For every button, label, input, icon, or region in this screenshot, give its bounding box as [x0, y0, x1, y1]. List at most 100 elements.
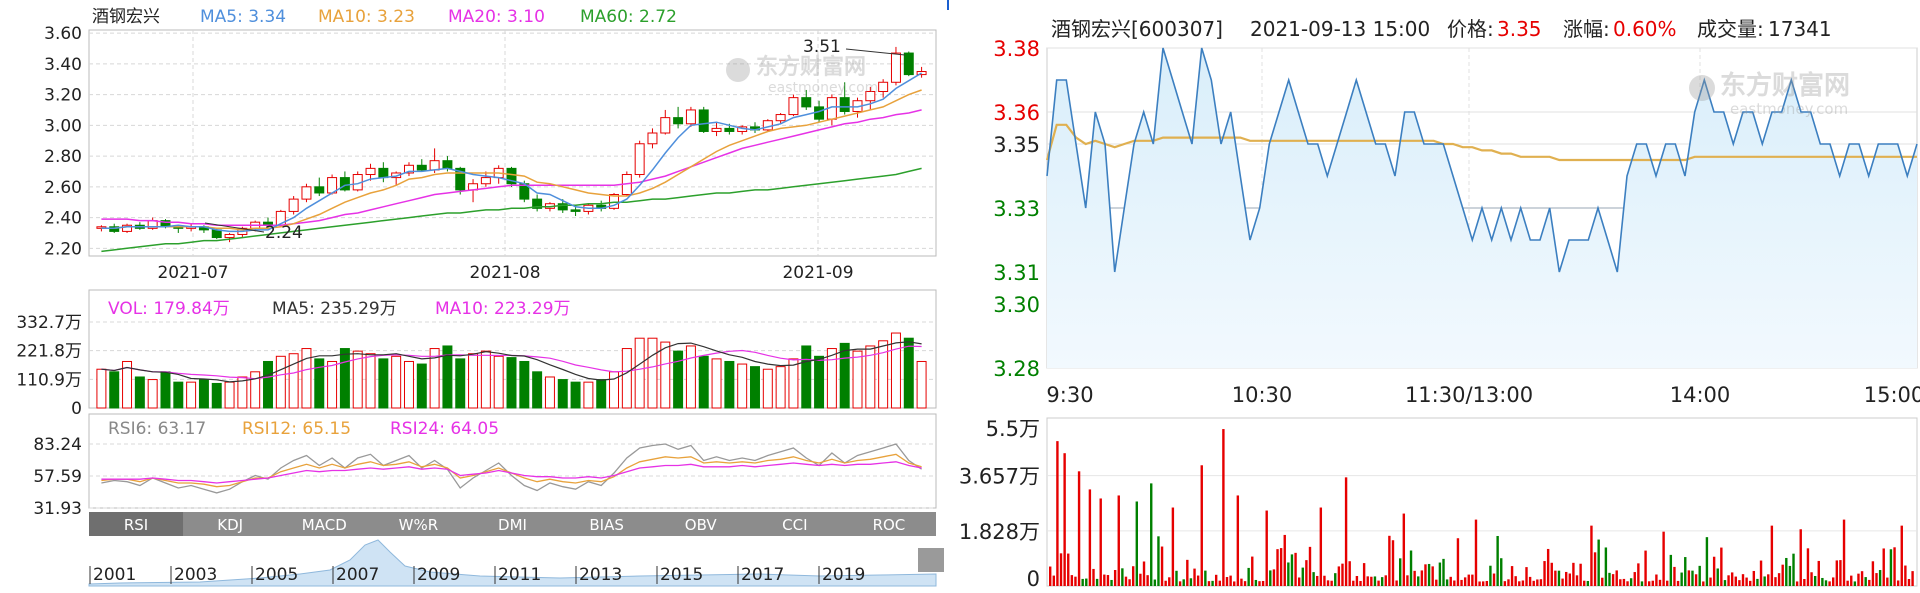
legend-ma5: MA5: 3.34	[200, 7, 286, 27]
candle[interactable]	[711, 122, 722, 137]
intraday-volume-bar	[1666, 580, 1669, 586]
volume-bar	[852, 350, 863, 409]
intraday-volume-bar	[1795, 581, 1799, 586]
intraday-volume-bar	[1723, 580, 1727, 586]
candle[interactable]	[673, 106, 684, 129]
candle[interactable]	[301, 183, 312, 203]
candle[interactable]	[314, 177, 325, 197]
intraday-volume-bar	[1507, 579, 1510, 586]
candle[interactable]	[865, 86, 876, 110]
intraday-volume-bar	[1896, 580, 1900, 586]
intraday-volume-bar	[1904, 565, 1907, 586]
rsi-panel	[88, 413, 937, 509]
tab-dmi[interactable]: DMI	[465, 512, 560, 536]
tab-cci[interactable]: CCI	[747, 512, 842, 536]
candle[interactable]	[224, 232, 235, 243]
intraday-volume-bar	[1868, 579, 1871, 586]
intraday-volume-bar	[1521, 580, 1525, 586]
intraday-volume-bar	[1763, 576, 1766, 586]
candle[interactable]	[122, 223, 133, 233]
candle[interactable]	[878, 79, 889, 98]
intraday-volume-bar	[1431, 566, 1434, 586]
tab-kdj[interactable]: KDJ	[183, 512, 278, 536]
candle[interactable]	[480, 171, 491, 187]
tab-wr[interactable]: W%R	[371, 512, 466, 536]
tab-obv[interactable]: OBV	[653, 512, 748, 536]
intraday-volume-bar	[1482, 581, 1485, 586]
intraday-volume-bar	[1380, 577, 1384, 586]
candle[interactable]	[403, 162, 414, 177]
intraday-price-line	[1046, 47, 1918, 273]
intraday-volume-bar	[1810, 572, 1813, 586]
candle[interactable]	[775, 113, 786, 124]
candle[interactable]	[903, 51, 914, 77]
volume-bar	[403, 360, 414, 409]
intraday-volume-bar	[1460, 579, 1463, 586]
volume-bar	[173, 381, 184, 409]
volume-tick: 221.8万	[16, 342, 82, 362]
candle[interactable]	[634, 140, 645, 178]
history-overview[interactable]: 2001 2003 2005 2007 2009 2011 2013 2015 2017 2019	[88, 538, 944, 587]
candle[interactable]	[339, 171, 350, 192]
volume-bar	[737, 363, 748, 409]
tab-roc[interactable]: ROC	[841, 512, 936, 536]
candle[interactable]	[685, 106, 696, 127]
candle[interactable]	[416, 159, 427, 172]
intraday-volume-bar	[1243, 581, 1247, 586]
candle[interactable]	[762, 119, 773, 132]
rsi24-line	[101, 461, 922, 484]
intraday-volume-bar	[1049, 566, 1052, 586]
ma5-line	[101, 72, 922, 233]
candle[interactable]	[890, 46, 901, 86]
volume-bar	[301, 348, 312, 409]
intraday-volume-bar	[1557, 570, 1561, 586]
candle[interactable]	[532, 194, 543, 212]
intraday-volume-bar	[1658, 579, 1662, 586]
intraday-volume-bar	[1738, 580, 1741, 586]
candle[interactable]	[839, 82, 850, 115]
tab-bias[interactable]: BIAS	[559, 512, 654, 536]
intraday-volume-bar	[1622, 578, 1626, 586]
intraday-volume-bar	[1272, 569, 1276, 586]
intraday-volume-bar	[1907, 578, 1911, 586]
candle-body	[109, 226, 120, 232]
intraday-header: 酒钢宏兴[600307] 2021-09-13 15:00 价格: 3.35 涨…	[1051, 17, 1832, 41]
intraday-volume-bar	[1276, 549, 1279, 586]
intraday-volume-bar	[1438, 562, 1442, 586]
intraday-change: 0.60%	[1613, 17, 1677, 41]
intraday-time-axis: 9:30 10:30 11:30/13:00 14:00 15:00	[1046, 383, 1920, 407]
candle[interactable]	[698, 106, 709, 134]
intraday-volume-bar	[1828, 581, 1831, 586]
tab-rsi[interactable]: RSI	[89, 512, 184, 536]
volume-bar	[532, 371, 543, 409]
date-label-1: 2021-07	[157, 263, 228, 283]
intraday-volume-bar	[1478, 581, 1481, 586]
candle[interactable]	[788, 94, 799, 117]
candle[interactable]	[647, 128, 658, 149]
intraday-volume-bar	[1395, 580, 1398, 586]
intraday-volume-bar	[1131, 566, 1135, 586]
intraday-volume-bar	[1543, 561, 1546, 586]
candle[interactable]	[660, 109, 671, 135]
candle-body	[647, 132, 658, 145]
overview-scroll-handle[interactable]	[918, 548, 944, 572]
intraday-time-label: 9:30	[1046, 383, 1093, 407]
intraday-volume-bar	[1889, 549, 1893, 586]
candle-body	[878, 81, 889, 92]
intraday-volume-bar	[1384, 575, 1387, 586]
candle[interactable]	[801, 89, 812, 110]
intraday-volume-bar	[1081, 578, 1084, 586]
price-tick: 2.80	[44, 147, 82, 167]
candle[interactable]	[365, 163, 376, 181]
price-tick: 3.60	[44, 24, 82, 44]
candle-body	[301, 186, 312, 200]
candle[interactable]	[352, 171, 363, 192]
candle[interactable]	[506, 166, 517, 187]
candles[interactable]	[96, 46, 927, 243]
candle[interactable]	[391, 171, 402, 186]
vol-legend-ma5: MA5: 235.29万	[272, 299, 397, 319]
tab-macd[interactable]: MACD	[277, 512, 372, 536]
volume-bar	[519, 360, 530, 409]
legend-ma20: MA20: 3.10	[448, 7, 545, 27]
candle[interactable]	[288, 196, 299, 215]
